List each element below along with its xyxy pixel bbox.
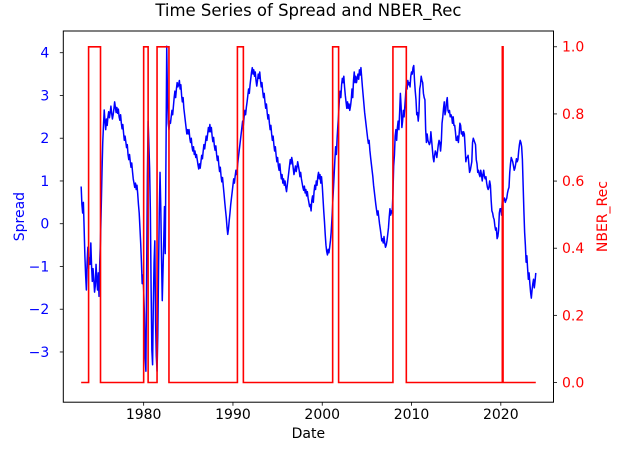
y-right-tick-label: 0.6 bbox=[562, 174, 584, 190]
x-tick-label: 2000 bbox=[304, 407, 340, 423]
y-left-tick-label: −3 bbox=[29, 345, 50, 361]
plot-border bbox=[62, 30, 555, 403]
x-tick-label: 1980 bbox=[126, 407, 162, 423]
plot-area: 1980 1990 2000 2010 2020 4 3 2 1 0 −1 −2 −3 1.0 0.8 0.6… bbox=[29, 30, 584, 423]
y-left-tick-label: 1 bbox=[40, 174, 49, 190]
figure-title: Time Series of Spread and NBER_Rec bbox=[154, 1, 461, 21]
y-left-tick-label: −2 bbox=[29, 302, 50, 318]
y-right-tick-label: 0.4 bbox=[562, 241, 584, 257]
y-axis-label-right: NBER_Rec bbox=[595, 181, 611, 252]
x-tick-label: 2020 bbox=[483, 407, 519, 423]
y-axis-label-left: Spread bbox=[12, 192, 28, 241]
y-left-tick-label: 2 bbox=[40, 131, 49, 147]
x-tick-label: 2010 bbox=[394, 407, 430, 423]
x-axis-label: Date bbox=[292, 426, 325, 442]
y-left-tick-label: 4 bbox=[40, 46, 49, 62]
y-right-tick-label: 0.8 bbox=[562, 107, 584, 123]
y-left-tick-label: 0 bbox=[40, 217, 49, 233]
y-right-tick-label: 1.0 bbox=[562, 40, 584, 56]
nber-rec-line bbox=[81, 45, 536, 384]
y-left-tick-label: 3 bbox=[40, 88, 49, 104]
y-right-tick-label: 0.0 bbox=[562, 375, 584, 391]
y-right-tick-label: 0.2 bbox=[562, 308, 584, 324]
x-tick-label: 1990 bbox=[215, 407, 251, 423]
y-left-tick-label: −1 bbox=[29, 259, 50, 275]
